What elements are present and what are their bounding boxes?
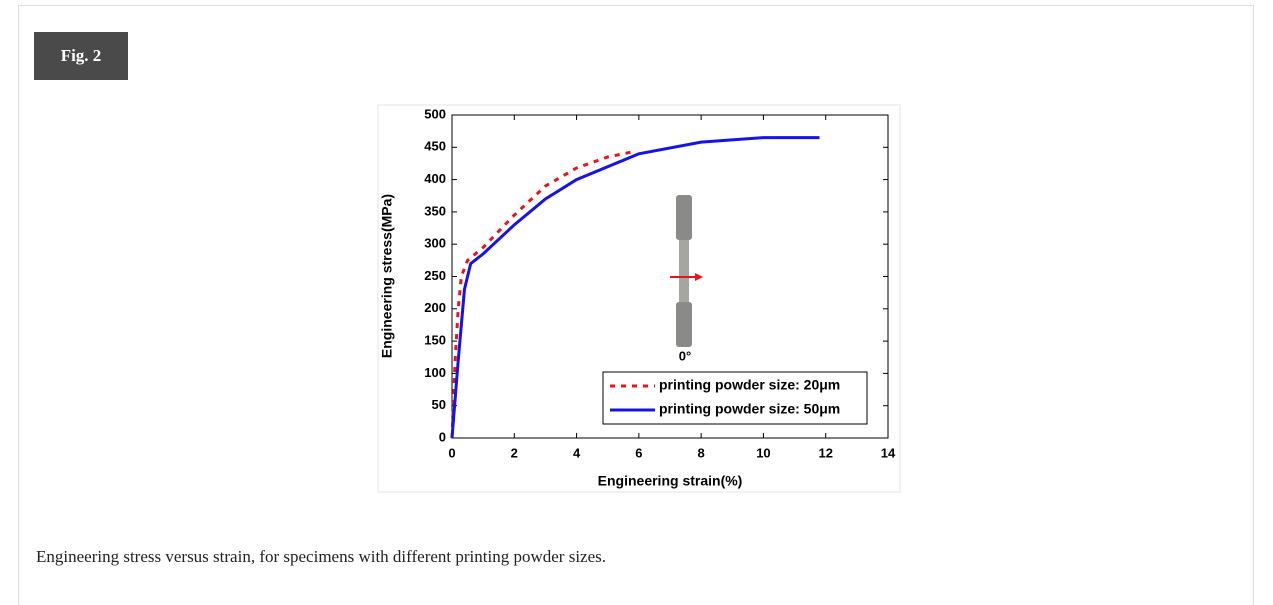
figure-label: Fig. 2 [34, 32, 128, 80]
y-tick-label: 100 [424, 365, 446, 380]
legend-label: printing powder size: 50μm [659, 401, 840, 417]
x-tick-label: 14 [881, 445, 896, 460]
x-tick-label: 6 [635, 445, 642, 460]
y-tick-label: 450 [424, 139, 446, 154]
x-axis-label: Engineering strain(%) [598, 473, 743, 489]
legend-label: printing powder size: 20μm [659, 377, 840, 393]
series-line [450, 136, 820, 439]
x-tick-label: 2 [511, 445, 518, 460]
y-tick-label: 500 [424, 106, 446, 121]
y-tick-label: 150 [424, 333, 446, 348]
x-tick-label: 4 [573, 445, 581, 460]
x-tick-label: 8 [698, 445, 705, 460]
y-tick-label: 200 [424, 300, 446, 315]
y-tick-label: 400 [424, 171, 446, 186]
legend-box [602, 371, 868, 425]
annotation: 0° [679, 348, 691, 363]
x-tick-label: 0 [448, 445, 455, 460]
caption: Engineering stress versus strain, for sp… [36, 547, 606, 566]
specimen-photo [670, 195, 703, 347]
figure-frame [18, 5, 1254, 605]
y-axis-label: Engineering stress(MPa) [379, 194, 395, 358]
y-tick-label: 250 [424, 268, 446, 283]
y-tick-label: 300 [424, 236, 446, 251]
series-line [450, 150, 633, 439]
y-tick-label: 350 [424, 203, 446, 218]
y-tick-label: 0 [439, 429, 446, 444]
y-tick-label: 50 [432, 397, 446, 412]
x-tick-label: 12 [818, 445, 832, 460]
x-tick-label: 10 [756, 445, 770, 460]
